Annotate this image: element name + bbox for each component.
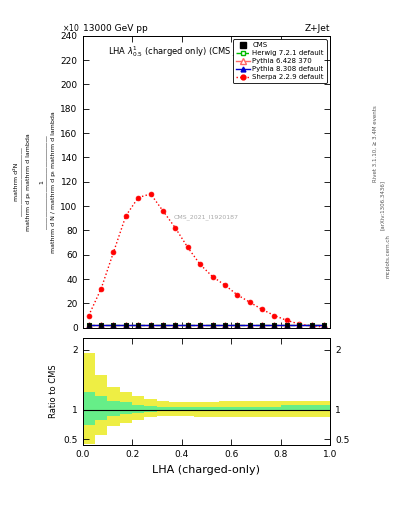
Text: CMS_2021_I1920187: CMS_2021_I1920187 [174,214,239,220]
X-axis label: LHA (charged-only): LHA (charged-only) [152,465,260,475]
Text: Rivet 3.1.10, ≥ 3.4M events: Rivet 3.1.10, ≥ 3.4M events [373,105,378,182]
Text: [arXiv:1306.3436]: [arXiv:1306.3436] [380,180,384,230]
Text: 13000 GeV pp: 13000 GeV pp [83,24,147,33]
Y-axis label: Ratio to CMS: Ratio to CMS [49,365,58,418]
Y-axis label: mathrm d²N
―――――――――――
mathrm d pₜ mathrm d lambda

1
―――――――――――――――
mathrm d N: mathrm d²N ――――――――――― mathrm d pₜ mathr… [14,111,56,252]
Text: Z+Jet: Z+Jet [305,24,330,33]
Legend: CMS, Herwig 7.2.1 default, Pythia 6.428 370, Pythia 8.308 default, Sherpa 2.2.9 : CMS, Herwig 7.2.1 default, Pythia 6.428 … [233,39,327,83]
Text: $\times$10: $\times$10 [62,22,80,33]
Text: mcplots.cern.ch: mcplots.cern.ch [386,234,390,278]
Text: LHA $\lambda^{1}_{0.5}$ (charged only) (CMS jet substructure): LHA $\lambda^{1}_{0.5}$ (charged only) (… [108,45,304,59]
